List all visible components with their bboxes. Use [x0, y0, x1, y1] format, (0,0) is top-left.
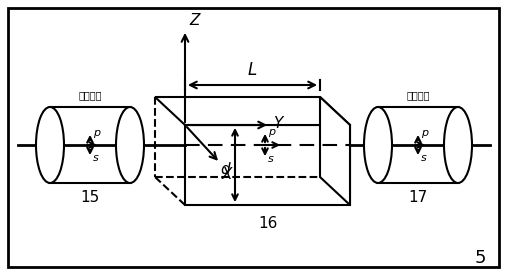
Text: L: L [248, 61, 257, 79]
Bar [50, 107, 130, 183]
Ellipse shape [116, 107, 144, 183]
Text: 17: 17 [408, 189, 427, 205]
Text: s: s [268, 154, 274, 164]
Text: p: p [93, 128, 100, 138]
Ellipse shape [36, 107, 64, 183]
Ellipse shape [364, 107, 392, 183]
Polygon shape [185, 125, 350, 205]
Text: s: s [93, 153, 99, 163]
Text: Y: Y [273, 116, 282, 131]
Text: 16: 16 [258, 216, 277, 230]
Polygon shape [320, 97, 350, 205]
Text: 输入光束: 输入光束 [78, 90, 102, 100]
Text: p: p [268, 127, 275, 137]
Polygon shape [155, 97, 350, 125]
Bar [378, 107, 458, 183]
Text: p: p [421, 128, 428, 138]
Text: 15: 15 [81, 189, 99, 205]
Ellipse shape [444, 107, 472, 183]
Text: s: s [421, 153, 427, 163]
Text: Z: Z [189, 13, 199, 28]
Text: d: d [221, 163, 230, 177]
Text: 输出光束: 输出光束 [406, 90, 430, 100]
Text: X: X [222, 167, 233, 182]
Text: 5: 5 [474, 249, 486, 267]
